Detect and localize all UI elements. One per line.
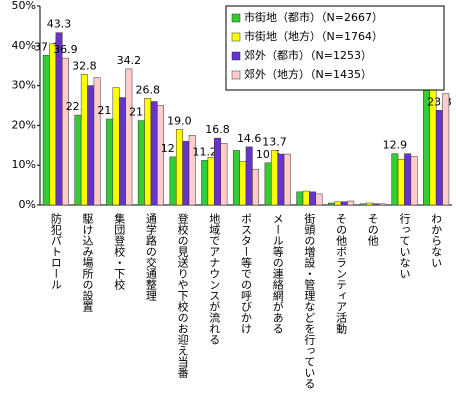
bar xyxy=(188,135,196,206)
data-label: 13.7 xyxy=(262,135,287,148)
bar xyxy=(157,105,164,206)
x-tick-label: その他 xyxy=(366,213,379,246)
bar xyxy=(302,190,310,206)
legend-box xyxy=(225,5,445,91)
x-tick-label: 行っていない xyxy=(398,213,411,279)
bar xyxy=(309,191,317,206)
data-label: 26.8 xyxy=(135,83,160,96)
bar xyxy=(106,118,114,206)
bar xyxy=(61,57,69,206)
bar xyxy=(137,120,145,206)
legend-swatch xyxy=(231,32,241,42)
bar xyxy=(372,203,380,206)
bar xyxy=(391,153,399,206)
bar xyxy=(150,101,158,206)
x-tick-label: 駆け込み場所の設置 xyxy=(81,213,94,312)
bar xyxy=(378,203,386,206)
bar xyxy=(55,32,63,206)
y-tick-label: 10% xyxy=(12,158,36,171)
bar xyxy=(125,68,133,206)
bar xyxy=(175,129,183,206)
data-label: 34.2 xyxy=(117,54,142,67)
x-tick-label: ポスター等での呼びかけ xyxy=(240,213,253,334)
bar xyxy=(397,158,405,206)
bar xyxy=(315,193,323,206)
bar xyxy=(245,146,253,206)
y-tick-label: 30% xyxy=(12,79,36,92)
legend: 市街地（都市）（N=2667） 市街地（地方）（N=1764） 郊外（都市）（N=1… xyxy=(225,5,445,91)
x-tick-label: 通学路の交通整理 xyxy=(144,213,157,301)
bar xyxy=(207,156,215,206)
bar xyxy=(328,202,335,206)
bar xyxy=(334,201,342,206)
bar xyxy=(296,191,304,206)
data-label: 32.8 xyxy=(72,59,97,72)
bar xyxy=(93,77,101,206)
bar xyxy=(232,150,240,206)
bar xyxy=(220,143,228,206)
legend-label: 郊外（地方）（N=1435） xyxy=(244,67,372,81)
bar xyxy=(404,153,412,206)
bar xyxy=(49,43,57,206)
bar xyxy=(271,150,278,206)
x-tick-label: 防犯パトロール xyxy=(49,212,62,290)
y-tick-label: 0% xyxy=(19,198,36,211)
bar xyxy=(283,153,291,206)
x-tick-label: 地域でアナウンスが流れる xyxy=(208,213,221,345)
bar xyxy=(74,114,82,206)
bar xyxy=(340,201,348,206)
legend-label: 市街地（都市）（N=2667） xyxy=(244,10,383,24)
bar xyxy=(214,137,221,206)
data-label: 14.6 xyxy=(237,132,262,145)
bar xyxy=(410,156,418,206)
bar xyxy=(112,87,120,206)
bar xyxy=(264,162,272,206)
x-tick-label: 集団登校・下校 xyxy=(113,212,126,291)
bar xyxy=(118,97,126,206)
y-tick-label: 20% xyxy=(12,118,36,131)
bar xyxy=(347,200,355,206)
bar xyxy=(201,160,209,206)
data-label: 12.9 xyxy=(383,139,408,152)
bar xyxy=(169,156,177,206)
bar xyxy=(42,55,50,206)
bar xyxy=(359,203,367,206)
bar xyxy=(87,85,95,206)
bar xyxy=(144,98,152,206)
bar xyxy=(435,110,443,206)
y-tick-label: 40% xyxy=(12,39,36,52)
data-label: 16.8 xyxy=(205,123,230,136)
data-label: 11.2 xyxy=(192,145,217,158)
x-tick-label: メール等の連絡網がある xyxy=(271,213,284,334)
data-label: 19.0 xyxy=(167,114,192,127)
y-tick-label: 50% xyxy=(12,0,36,12)
bar xyxy=(80,74,88,206)
bar xyxy=(239,160,247,206)
bar xyxy=(366,202,374,206)
bar xyxy=(442,93,450,206)
bar xyxy=(252,168,260,206)
x-tick-label: 街頭の増設・管理などを行っている xyxy=(303,212,316,389)
x-tick-label: その他ボランティア活動 xyxy=(335,213,348,335)
bar xyxy=(277,153,285,206)
data-label: 43.3 xyxy=(47,18,72,31)
legend-label: 郊外（都市）（N=1253） xyxy=(244,48,372,62)
bar xyxy=(182,141,190,206)
legend-label: 市街地（地方）（N=1764） xyxy=(244,29,383,43)
legend-swatch xyxy=(231,70,241,80)
data-label: 36.9 xyxy=(53,43,78,56)
x-tick-label: 登校の見送りや下校のお迎え当番 xyxy=(176,212,189,379)
x-tick-label: わからない xyxy=(430,213,443,268)
legend-swatch xyxy=(231,13,241,23)
legend-swatch xyxy=(231,51,241,61)
